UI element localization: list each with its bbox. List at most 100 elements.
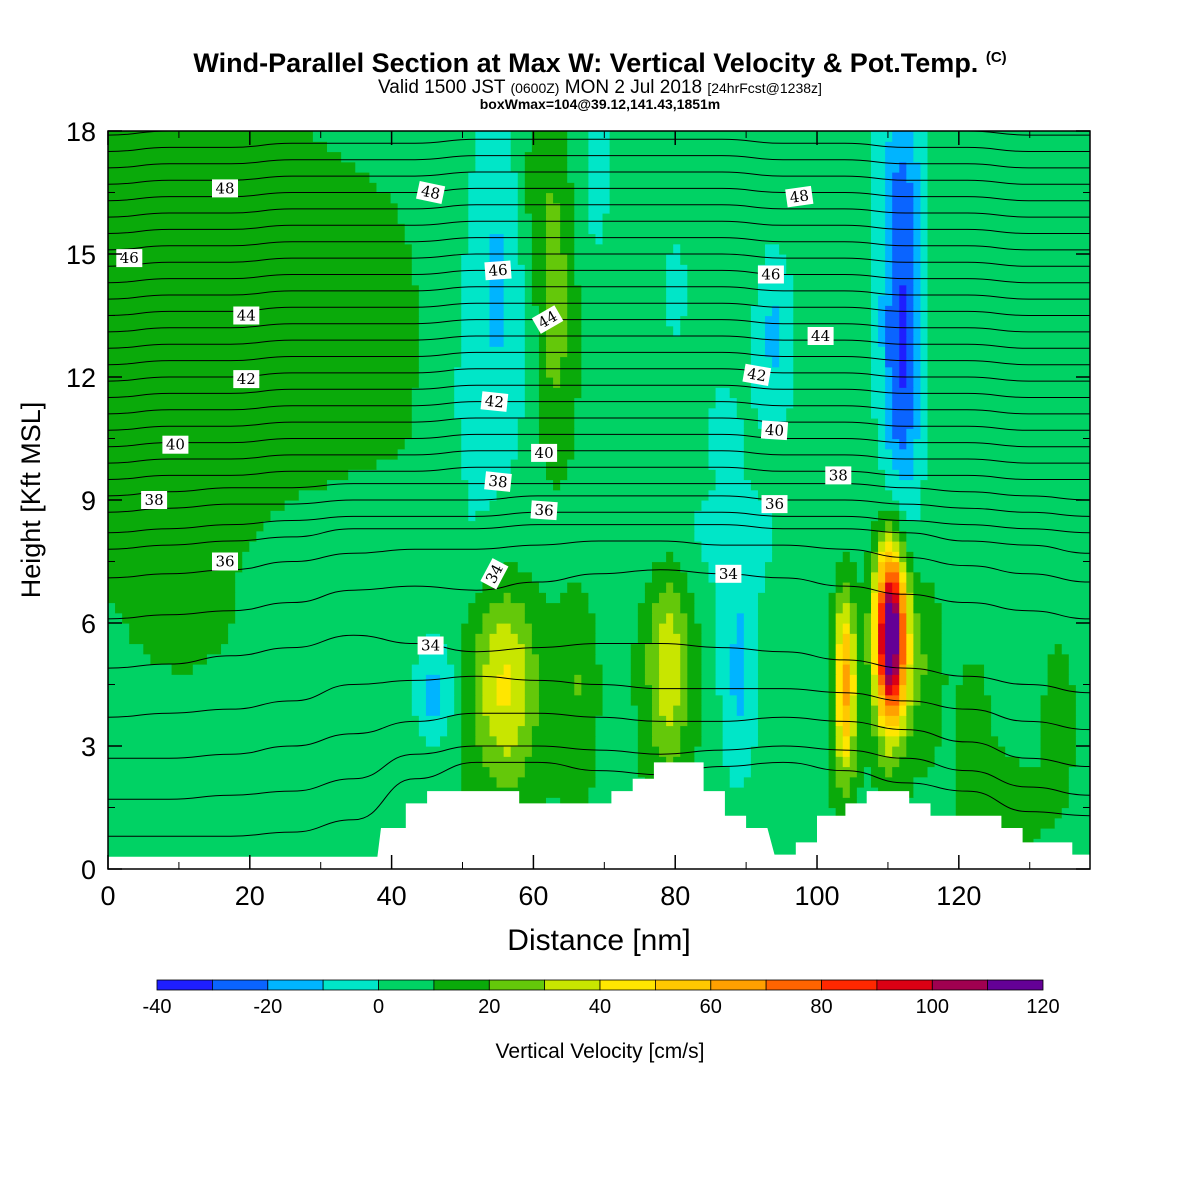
w-cell [870, 233, 886, 245]
w-cell [906, 664, 914, 675]
w-cell [835, 633, 844, 645]
w-cell [546, 336, 568, 347]
w-cell [920, 418, 929, 429]
contour-label-text: 38 [488, 472, 509, 492]
w-cell [729, 776, 745, 788]
w-cell [779, 325, 794, 337]
w-cell [673, 756, 695, 768]
w-cell [524, 643, 533, 655]
w-cell [892, 664, 900, 675]
w-cell [835, 653, 844, 665]
contour-label-text: 48 [419, 182, 441, 204]
w-cell [984, 674, 1049, 686]
w-cell [524, 284, 533, 296]
w-cell [786, 407, 872, 419]
isentrope-line [108, 319, 1090, 333]
w-cell [108, 541, 250, 552]
w-cell [906, 305, 914, 317]
w-cell [581, 366, 752, 378]
w-cell [757, 684, 830, 696]
w-cell [440, 684, 455, 696]
w-cell [108, 356, 420, 368]
w-cell [885, 418, 893, 429]
w-cell [793, 377, 872, 388]
w-cell [489, 336, 505, 347]
w-cell [348, 469, 462, 481]
w-cell [793, 397, 872, 409]
w-cell [878, 756, 900, 768]
w-cell [461, 428, 519, 440]
w-cell [828, 674, 837, 686]
w-cell [567, 141, 589, 153]
w-cell [715, 582, 766, 593]
w-cell [927, 766, 957, 778]
w-cell [885, 243, 893, 255]
w-cell [913, 561, 1090, 573]
w-cell [849, 602, 858, 614]
w-cell [722, 735, 759, 747]
w-cell [644, 643, 660, 655]
w-cell [878, 510, 900, 522]
w-cell [835, 643, 844, 655]
w-cell [489, 254, 505, 265]
w-cell [680, 735, 703, 747]
w-cell [892, 418, 914, 429]
w-cell [913, 407, 922, 419]
w-cell [524, 346, 540, 358]
w-cell [913, 315, 922, 327]
contour-label-text: 48 [789, 186, 810, 206]
w-cell [574, 684, 582, 696]
w-cell [659, 705, 674, 716]
w-cell [765, 346, 780, 358]
w-cell [454, 694, 462, 706]
w-cell [1054, 817, 1090, 829]
w-cell [878, 623, 886, 634]
w-cell [602, 705, 639, 716]
w-cell [913, 202, 922, 214]
w-cell [715, 664, 731, 675]
w-cell [849, 725, 858, 737]
w-cell [440, 674, 455, 686]
w-cell [574, 674, 582, 686]
w-cell [765, 243, 780, 255]
isentrope-line [108, 466, 1090, 480]
w-cell [856, 602, 872, 614]
w-cell [906, 694, 914, 706]
w-cell [510, 469, 547, 481]
w-cell [517, 418, 540, 429]
w-cell [701, 623, 717, 634]
w-cell [108, 469, 349, 481]
w-cell [842, 602, 851, 614]
subtitle-forecast: [24hrFcst@1238z] [707, 80, 822, 96]
w-cell [892, 489, 922, 501]
w-cell [461, 787, 590, 798]
w-cell [595, 643, 632, 655]
w-cell [828, 725, 837, 737]
w-cell [870, 161, 886, 173]
w-cell [475, 643, 491, 655]
w-cell [757, 735, 830, 747]
contour-label-bg [715, 564, 742, 583]
w-cell [892, 377, 900, 388]
w-cell [906, 366, 914, 378]
w-cell [560, 592, 589, 604]
w-cell [906, 571, 914, 583]
w-cell [892, 766, 929, 778]
w-cell [906, 315, 914, 327]
w-cell [503, 284, 526, 296]
w-cell [828, 776, 837, 788]
contour-label-bg [785, 185, 814, 208]
w-cell [885, 325, 900, 337]
x-tick-label: 60 [518, 881, 548, 911]
w-cell [694, 520, 773, 532]
w-cell [461, 438, 519, 450]
w-cell [878, 459, 893, 470]
w-cell [108, 161, 356, 173]
w-cell [503, 315, 526, 327]
w-cell [920, 336, 929, 347]
w-cell [524, 715, 540, 727]
w-cell [418, 295, 462, 306]
w-cell [531, 243, 547, 255]
w-cell [461, 284, 491, 296]
